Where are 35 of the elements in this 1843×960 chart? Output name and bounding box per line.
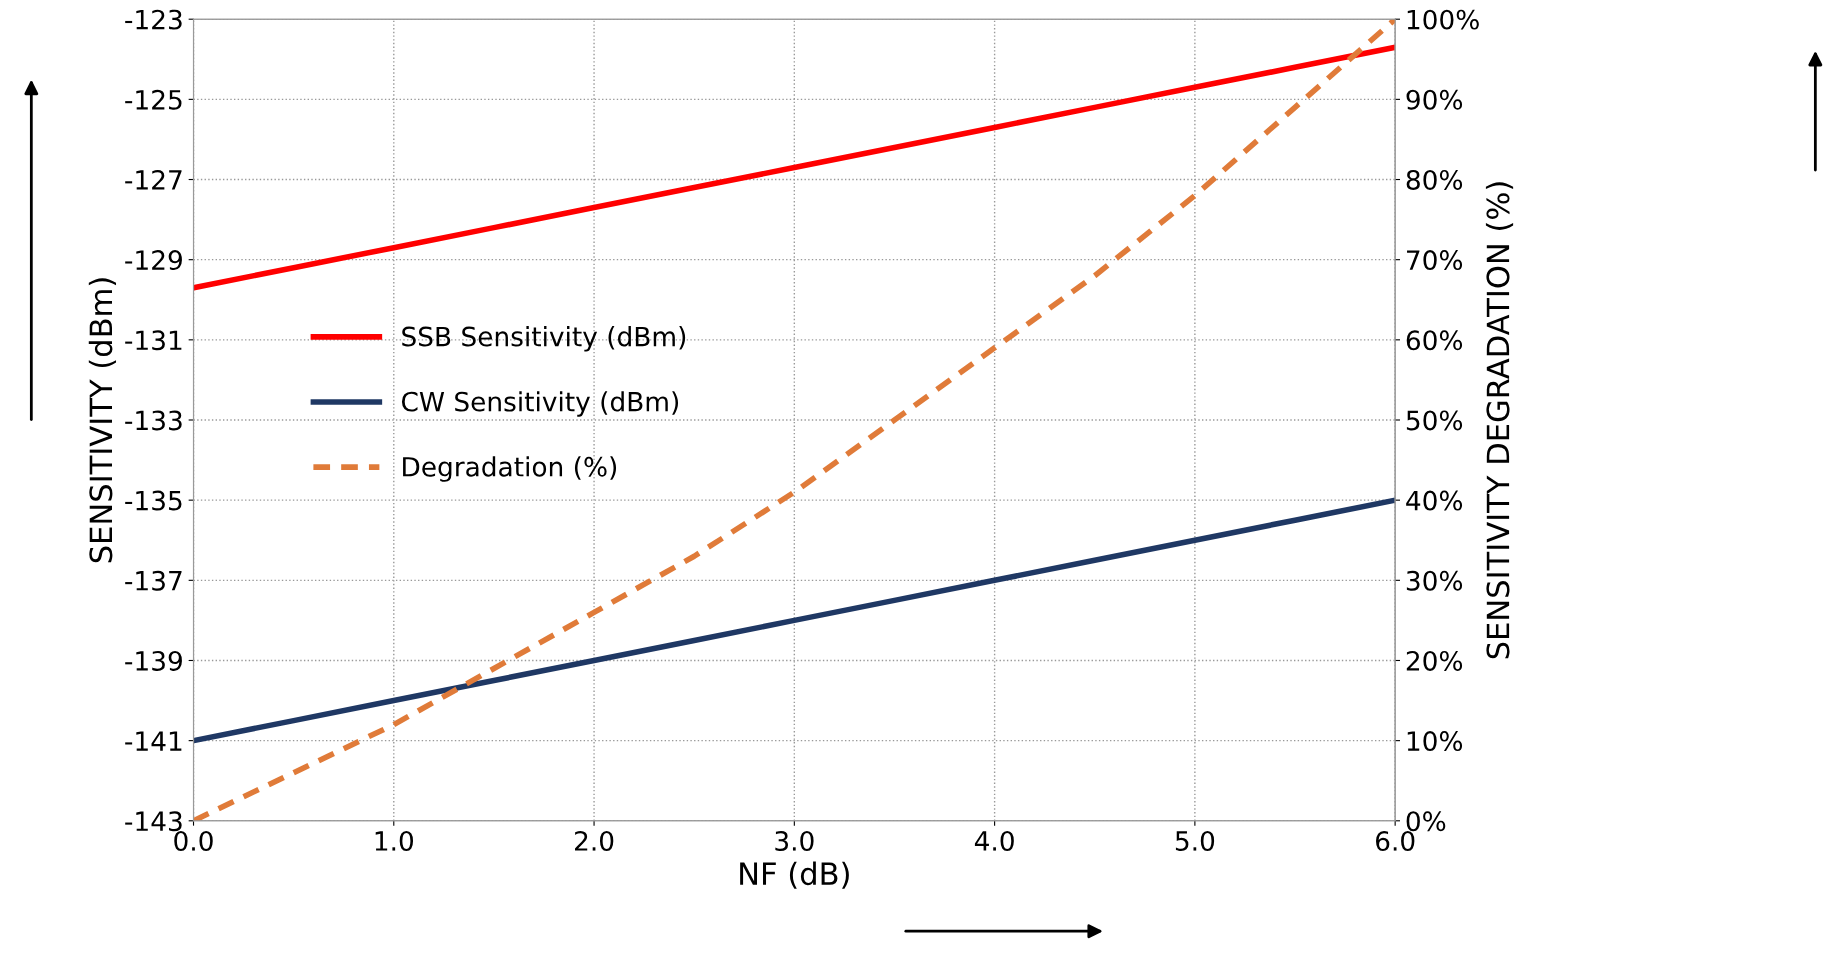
y2-tick-label: 50% — [1406, 410, 1463, 431]
y-tick-label: -137 — [125, 570, 182, 591]
y2-axis-title: SENSITIVITY DEGRADATION (%) — [1485, 182, 1514, 659]
x-tick-label: 4.0 — [974, 830, 1014, 851]
y2-tick-label: 80% — [1406, 169, 1463, 190]
y2-tick-label: 90% — [1406, 89, 1463, 110]
x-tick-label: 2.0 — [575, 830, 614, 851]
y-tick-label: -141 — [125, 731, 182, 751]
y-axis-title: SENSITIVITY (dBm) — [88, 278, 117, 563]
x-axis-title: NF (dB) — [740, 861, 849, 889]
y2-tick-label: 30% — [1406, 570, 1463, 591]
y-tick-label: -133 — [125, 410, 182, 431]
y2-tick-label: 20% — [1406, 650, 1463, 671]
y2-tick-label: 0% — [1406, 811, 1446, 832]
legend-label: CW Sensitivity (dBm) — [401, 391, 679, 417]
x-tick-label: 6.0 — [1376, 830, 1415, 851]
legend-label: Degradation (%) — [403, 456, 617, 482]
y-tick-label: -139 — [125, 650, 182, 671]
y2-tick-label: 60% — [1406, 330, 1463, 351]
y-tick-label: -143 — [125, 811, 182, 832]
x-tick-label: 3.0 — [775, 830, 814, 851]
y-tick-label: -131 — [125, 330, 182, 351]
x-tick-label: 5.0 — [1175, 830, 1215, 851]
y2-tick-label: 10% — [1407, 731, 1463, 752]
y2-tick-label: 70% — [1407, 250, 1463, 271]
y-tick-label: -127 — [125, 169, 182, 190]
x-tick-label: 0.0 — [174, 830, 213, 851]
y2-tick-label: 40% — [1406, 490, 1463, 511]
x-tick-label: 1.0 — [375, 830, 414, 851]
y-tick-label: -129 — [125, 250, 182, 271]
legend-label: SSB Sensitivity (dBm) — [402, 326, 686, 352]
y-tick-label: -135 — [125, 490, 182, 511]
y-tick-label: -123 — [125, 9, 182, 30]
y2-tick-label: 100% — [1407, 9, 1479, 30]
y-tick-label: -125 — [125, 89, 182, 110]
